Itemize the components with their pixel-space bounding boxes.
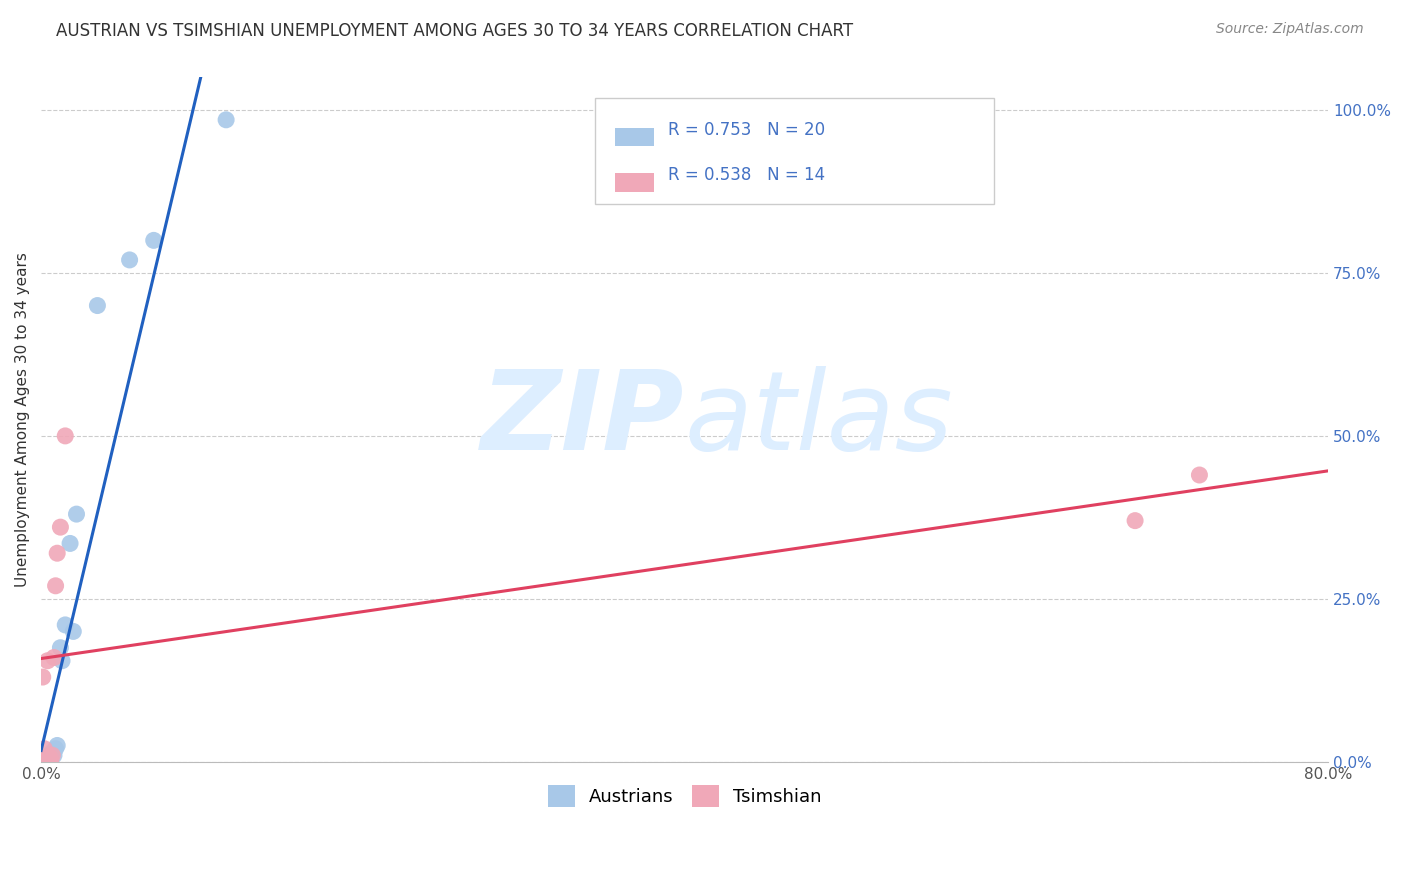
Point	[39, 747, 62, 761]
Point	[62, 624, 84, 639]
FancyBboxPatch shape	[616, 128, 654, 146]
Point	[41, 748, 63, 763]
Text: R = 0.753   N = 20: R = 0.753 N = 20	[668, 120, 825, 139]
Point	[45, 741, 67, 756]
Point	[86, 299, 108, 313]
Point	[142, 233, 165, 247]
Point	[1188, 468, 1211, 483]
Point	[37, 749, 59, 764]
Legend: Austrians, Tsimshian: Austrians, Tsimshian	[540, 778, 830, 814]
Point	[37, 654, 59, 668]
Point	[118, 252, 141, 267]
Point	[53, 618, 76, 632]
Text: atlas: atlas	[685, 366, 953, 473]
Text: ZIP: ZIP	[481, 366, 685, 473]
Point	[34, 753, 56, 767]
Point	[34, 741, 56, 756]
Point	[35, 751, 58, 765]
Point	[31, 751, 53, 765]
Point	[38, 749, 60, 764]
Text: AUSTRIAN VS TSIMSHIAN UNEMPLOYMENT AMONG AGES 30 TO 34 YEARS CORRELATION CHART: AUSTRIAN VS TSIMSHIAN UNEMPLOYMENT AMONG…	[56, 22, 853, 40]
Point	[59, 536, 82, 550]
Point	[42, 748, 65, 763]
Point	[41, 745, 63, 759]
Point	[46, 546, 69, 560]
Point	[1123, 514, 1146, 528]
Point	[31, 670, 53, 684]
Point	[42, 650, 65, 665]
Point	[51, 654, 73, 668]
FancyBboxPatch shape	[595, 98, 994, 204]
Point	[38, 748, 60, 763]
Point	[49, 640, 72, 655]
Text: R = 0.538   N = 14: R = 0.538 N = 14	[668, 167, 825, 185]
Y-axis label: Unemployment Among Ages 30 to 34 years: Unemployment Among Ages 30 to 34 years	[15, 252, 30, 587]
Point	[45, 579, 67, 593]
Point	[46, 739, 69, 753]
Point	[215, 112, 238, 127]
Point	[53, 429, 76, 443]
Point	[39, 753, 62, 767]
Text: Source: ZipAtlas.com: Source: ZipAtlas.com	[1216, 22, 1364, 37]
Point	[65, 507, 87, 521]
Point	[35, 751, 58, 765]
FancyBboxPatch shape	[616, 173, 654, 192]
Point	[49, 520, 72, 534]
